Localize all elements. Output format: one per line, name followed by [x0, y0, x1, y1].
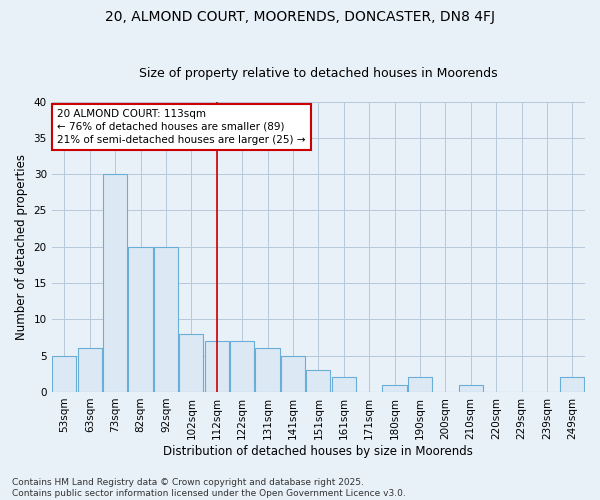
- Bar: [77, 348, 102, 392]
- X-axis label: Distribution of detached houses by size in Moorends: Distribution of detached houses by size …: [163, 444, 473, 458]
- Bar: [332, 378, 356, 392]
- Bar: [256, 348, 280, 392]
- Bar: [560, 378, 584, 392]
- Y-axis label: Number of detached properties: Number of detached properties: [15, 154, 28, 340]
- Bar: [52, 356, 76, 392]
- Text: 20, ALMOND COURT, MOORENDS, DONCASTER, DN8 4FJ: 20, ALMOND COURT, MOORENDS, DONCASTER, D…: [105, 10, 495, 24]
- Text: Contains HM Land Registry data © Crown copyright and database right 2025.
Contai: Contains HM Land Registry data © Crown c…: [12, 478, 406, 498]
- Bar: [382, 384, 407, 392]
- Bar: [179, 334, 203, 392]
- Bar: [306, 370, 331, 392]
- Bar: [230, 341, 254, 392]
- Title: Size of property relative to detached houses in Moorends: Size of property relative to detached ho…: [139, 66, 497, 80]
- Bar: [281, 356, 305, 392]
- Bar: [458, 384, 483, 392]
- Bar: [408, 378, 432, 392]
- Bar: [128, 246, 152, 392]
- Bar: [103, 174, 127, 392]
- Bar: [205, 341, 229, 392]
- Text: 20 ALMOND COURT: 113sqm
← 76% of detached houses are smaller (89)
21% of semi-de: 20 ALMOND COURT: 113sqm ← 76% of detache…: [57, 109, 305, 145]
- Bar: [154, 246, 178, 392]
